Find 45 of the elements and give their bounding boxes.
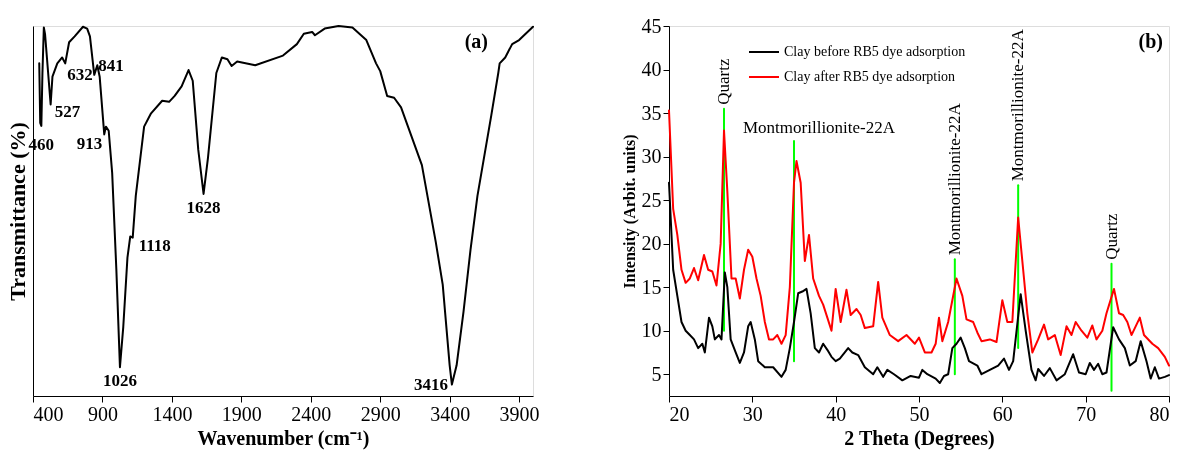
x-axis-title: 2 Theta (Degrees) <box>844 426 995 450</box>
annotation: Montmorillionite-22A <box>1008 28 1028 182</box>
x-tick-label: 900 <box>87 402 118 425</box>
x-tick-label: 3400 <box>430 402 471 425</box>
annotation: Quartz <box>1101 212 1121 260</box>
x-tick-label: 30 <box>742 402 763 425</box>
annotation: 632 <box>67 65 93 85</box>
annotation: Quartz <box>714 58 733 105</box>
y-tick-label: 20 <box>641 232 662 255</box>
y-tick-label: 35 <box>641 101 662 124</box>
annotation: (b) <box>1138 30 1163 53</box>
annotation: 841 <box>98 55 124 75</box>
x-tick-label: 80 <box>1149 402 1170 425</box>
x-tick-label: 50 <box>909 402 930 425</box>
x-tick-label: 2400 <box>291 402 332 425</box>
legend-label: Clay after RB5 dye adsorption <box>784 69 956 84</box>
annotation: 1628 <box>186 197 221 217</box>
annotation: 1118 <box>138 235 171 255</box>
y-tick-label: 30 <box>641 145 662 168</box>
x-axis-title: Wavenumber (cm⁻¹) <box>197 426 370 450</box>
y-tick-label: 10 <box>641 319 662 342</box>
annotation: 3416 <box>413 374 448 394</box>
annotation: (a) <box>464 30 488 53</box>
annotation: 527 <box>54 102 81 122</box>
x-tick-label: 60 <box>992 402 1013 425</box>
y-axis-title: Transmittance (%) <box>4 122 30 301</box>
annotation: 1026 <box>102 371 137 391</box>
annotation: Montmorillionite-22A <box>742 117 896 137</box>
y-tick-label: 40 <box>641 58 662 81</box>
y-tick-label: 15 <box>641 275 662 298</box>
x-tick-label: 1900 <box>221 402 262 425</box>
x-tick-label: 70 <box>1076 402 1097 425</box>
y-tick-label: 45 <box>641 14 662 37</box>
y-tick-label: 5 <box>651 362 662 385</box>
y-axis-title: Intensity (Arbit. units) <box>620 134 639 289</box>
x-tick-label: 3900 <box>499 402 540 425</box>
legend-label: Clay before RB5 dye adsorption <box>784 44 966 59</box>
x-tick-label: 2900 <box>360 402 401 425</box>
y-tick-label: 25 <box>641 188 662 211</box>
annotation: 913 <box>76 134 103 154</box>
x-tick-label: 40 <box>826 402 847 425</box>
x-tick-label: 20 <box>669 402 690 425</box>
x-tick-label: 1400 <box>152 402 193 425</box>
annotation: Montmorillionite-22A <box>944 102 964 256</box>
x-tick-label: 400 <box>33 402 64 425</box>
